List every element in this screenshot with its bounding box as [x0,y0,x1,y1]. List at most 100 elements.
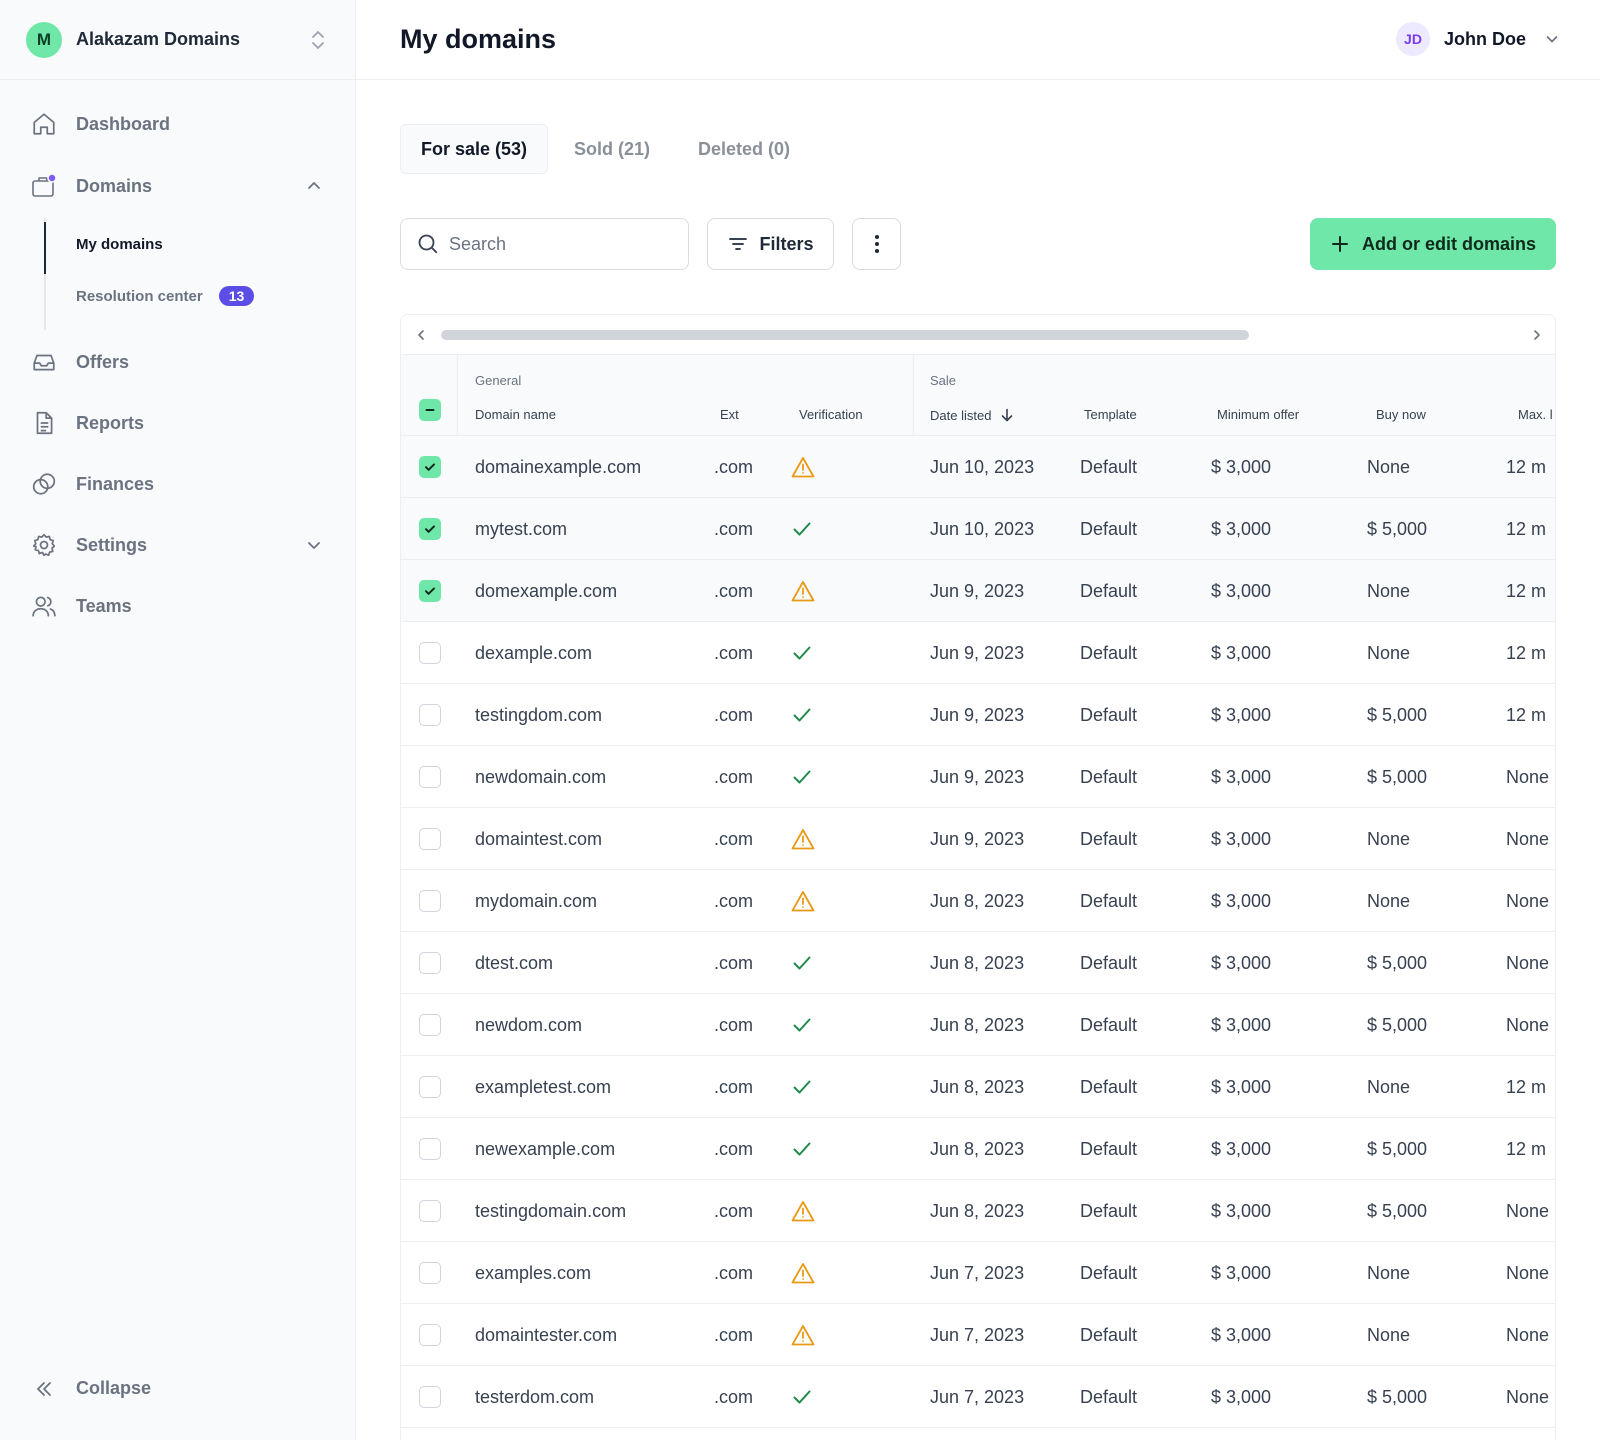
domain-name-cell[interactable]: exampletest.com [475,1076,612,1097]
row-checkbox[interactable] [419,828,441,850]
row-checkbox[interactable] [419,890,441,912]
row-checkbox[interactable] [419,642,441,664]
filters-button[interactable]: Filters [707,218,834,270]
max-cell: 12 m [1506,518,1547,539]
domain-name-cell[interactable]: dexample.com [475,642,593,663]
horizontal-scrollbar[interactable] [401,315,1555,355]
collapse-sidebar-button[interactable]: Collapse [34,1378,151,1399]
table-row[interactable]: testingdom.com .com Jun 9, 2023 Default $ 3,… [401,684,1555,746]
row-checkbox[interactable] [419,456,441,478]
domain-name-cell[interactable]: domaintester.com [475,1324,618,1345]
table-row[interactable]: mydomain.com .com Jun 8, 2023 Default $ 3,00… [401,870,1555,932]
user-name: John Doe [1443,28,1526,49]
domain-name-cell[interactable]: domexample.com [475,580,618,601]
table-row[interactable]: dtest.com .com Jun 8, 2023 Default $ 3,000 $ … [401,932,1555,994]
sidebar-item-offers[interactable]: Offers [30,342,129,382]
domain-name-cell[interactable]: examples.com [475,1262,592,1283]
date-listed-cell: Jun 9, 2023 [930,642,1025,663]
row-checkbox[interactable] [419,1262,441,1284]
scrollbar-thumb[interactable] [441,330,1249,340]
workspace-switcher[interactable]: M Alakazam Domains [0,0,355,80]
table-row[interactable]: testerdom.com .com Jun 7, 2023 Default $ 3,0… [401,1366,1555,1428]
column-header-domain[interactable]: Domain name [475,407,556,422]
template-cell: Default [1080,642,1138,663]
row-checkbox[interactable] [419,1386,441,1408]
table-row[interactable]: newdomain.com .com Jun 9, 2023 Default $ 3,0… [401,746,1555,808]
column-header-template[interactable]: Template [1084,407,1137,422]
sidebar-item-dashboard[interactable]: Dashboard [30,104,170,144]
minimum-offer-cell: $ 3,000 [1211,580,1272,601]
template-cell: Default [1080,890,1138,911]
verified-check-icon [791,994,813,1056]
tab-deleted[interactable]: Deleted (0) [698,138,791,159]
domain-name-cell[interactable]: testingdom.com [475,704,603,725]
chevron-left-icon[interactable] [413,327,429,343]
search-box[interactable] [400,218,689,270]
user-menu[interactable]: JD John Doe [1395,22,1560,56]
row-checkbox[interactable] [419,1014,441,1036]
table-row[interactable]: dexample.com .com Jun 9, 2023 Default $ 3,00… [401,622,1555,684]
domain-name-cell[interactable]: testingdomain.com [475,1200,627,1221]
column-group-general: General [475,373,522,388]
chevron-up-icon[interactable] [304,176,324,196]
table-row[interactable]: domaintest.com .com Jun 9, 2023 Default $ 3,… [401,808,1555,870]
row-checkbox[interactable] [419,1324,441,1346]
sidebar-subitem-resolution-center[interactable]: Resolution center 13 [76,286,255,306]
table-row[interactable]: examples.com .com Jun 7, 2023 Default $ 3,00… [401,1242,1555,1304]
column-header-date-listed[interactable]: Date listed [930,407,1015,423]
sidebar-item-teams[interactable]: Teams [30,586,132,626]
table-row[interactable]: mytest.com .com Jun 10, 2023 Default $ 3,000… [401,498,1555,560]
users-icon [30,592,58,620]
search-input[interactable] [449,233,669,255]
domain-name-cell[interactable]: dtest.com [475,952,554,973]
ext-cell: .com [714,642,754,663]
add-or-edit-domains-button[interactable]: Add or edit domains [1310,218,1556,270]
briefcase-icon [30,172,58,200]
table-row[interactable]: newexample.com .com Jun 8, 2023 Default $ 3,… [401,1118,1555,1180]
chevron-down-icon[interactable] [304,535,324,555]
sidebar-item-finances[interactable]: Finances [30,464,154,504]
table-row[interactable]: exampletest.com .com Jun 8, 2023 Default $ 3… [401,1056,1555,1118]
row-checkbox[interactable] [419,952,441,974]
template-cell: Default [1080,766,1138,787]
row-checkbox[interactable] [419,704,441,726]
row-checkbox[interactable] [419,766,441,788]
domain-name-cell[interactable]: newexample.com [475,1138,616,1159]
table-row[interactable]: testingdomain.com .com Jun 8, 2023 Default $… [401,1180,1555,1242]
minimum-offer-cell: $ 3,000 [1211,704,1272,725]
sidebar-item-reports[interactable]: Reports [30,403,144,443]
column-header-max[interactable]: Max. l [1518,407,1553,422]
row-checkbox[interactable] [419,1200,441,1222]
date-listed-cell: Jun 10, 2023 [930,456,1035,477]
table-row[interactable]: newdom.com .com Jun 8, 2023 Default $ 3,000 $… [401,994,1555,1056]
row-checkbox[interactable] [419,1076,441,1098]
column-header-buy-now[interactable]: Buy now [1376,407,1426,422]
sidebar-item-domains[interactable]: Domains [30,166,152,206]
domain-name-cell[interactable]: domainexample.com [475,456,642,477]
sidebar-subitem-my-domains[interactable]: My domains [76,236,163,253]
ext-cell: .com [714,1014,754,1035]
chevron-up-down-icon[interactable] [308,28,328,52]
chevron-right-icon[interactable] [1529,327,1545,343]
table-row[interactable]: domexample.com .com Jun 9, 2023 Default $ 3,… [401,560,1555,622]
domain-name-cell[interactable]: testerdom.com [475,1386,595,1407]
sidebar-item-settings[interactable]: Settings [30,525,147,565]
domain-name-cell[interactable]: newdomain.com [475,766,607,787]
select-all-checkbox[interactable] [419,399,441,421]
tab-sold[interactable]: Sold (21) [574,138,651,159]
table-row[interactable]: domaintester.com .com Jun 7, 2023 Default $ … [401,1304,1555,1366]
more-options-button[interactable] [852,218,901,270]
row-checkbox[interactable] [419,1138,441,1160]
domain-name-cell[interactable]: domaintest.com [475,828,603,849]
column-header-verification[interactable]: Verification [799,407,863,422]
column-header-minimum-offer[interactable]: Minimum offer [1217,407,1300,422]
gear-icon [30,531,58,559]
row-checkbox[interactable] [419,580,441,602]
tab-for-sale[interactable]: For sale (53) [400,124,548,174]
column-header-ext[interactable]: Ext [720,407,739,422]
domain-name-cell[interactable]: mydomain.com [475,890,598,911]
table-row[interactable]: domainexample.com .com Jun 10, 2023 Default… [401,436,1555,498]
domain-name-cell[interactable]: mytest.com [475,518,568,539]
domain-name-cell[interactable]: newdom.com [475,1014,583,1035]
row-checkbox[interactable] [419,518,441,540]
